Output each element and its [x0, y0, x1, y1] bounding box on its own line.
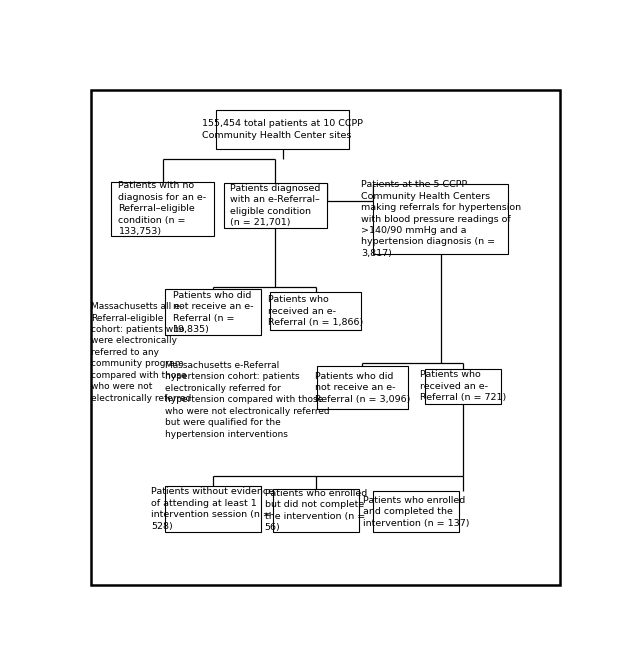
Text: Patients without evidence
of attending at least 1
intervention session (n =
528): Patients without evidence of attending a… [151, 487, 274, 531]
Text: Patients who enrolled
but did not complete
the intervention (n =
56): Patients who enrolled but did not comple… [265, 489, 367, 532]
Text: Patients diagnosed
with an e-Referral–
eligible condition
(n = 21,701): Patients diagnosed with an e-Referral– e… [230, 184, 320, 227]
Text: Patients who
received an e-
Referral (n = 721): Patients who received an e- Referral (n … [420, 371, 506, 402]
FancyBboxPatch shape [373, 185, 508, 254]
FancyBboxPatch shape [111, 182, 214, 236]
Text: Massachusetts e-Referral
hypertension cohort: patients
electronically referred f: Massachusetts e-Referral hypertension co… [165, 361, 330, 439]
FancyBboxPatch shape [216, 110, 349, 149]
Text: Patients who did
not receive an e-
Referral (n = 3,096): Patients who did not receive an e- Refer… [315, 372, 410, 404]
FancyBboxPatch shape [224, 183, 327, 228]
Text: Patients who
received an e-
Referral (n = 1,866): Patients who received an e- Referral (n … [268, 295, 363, 327]
FancyBboxPatch shape [425, 369, 501, 404]
Text: Patients with no
diagnosis for an e-
Referral–eligible
condition (n =
133,753): Patients with no diagnosis for an e- Ref… [118, 181, 206, 236]
FancyBboxPatch shape [91, 90, 560, 585]
FancyBboxPatch shape [165, 486, 261, 532]
Text: Massachusetts all e-
Referral-eligible
cohort: patients who
were electronically
: Massachusetts all e- Referral-eligible c… [91, 302, 192, 402]
FancyBboxPatch shape [373, 491, 460, 532]
FancyBboxPatch shape [317, 366, 408, 410]
FancyBboxPatch shape [273, 489, 359, 532]
FancyBboxPatch shape [270, 292, 361, 330]
Text: Patients at the 5 CCPP
Community Health Centers
making referrals for hypertensio: Patients at the 5 CCPP Community Health … [361, 180, 521, 258]
Text: Patients who did
not receive an e-
Referral (n =
19,835): Patients who did not receive an e- Refer… [173, 291, 253, 334]
FancyBboxPatch shape [165, 290, 261, 335]
Text: 155,454 total patients at 10 CCPP
Community Health Center sites: 155,454 total patients at 10 CCPP Commun… [202, 120, 363, 139]
Text: Patients who enrolled
and completed the
intervention (n = 137): Patients who enrolled and completed the … [363, 496, 470, 528]
